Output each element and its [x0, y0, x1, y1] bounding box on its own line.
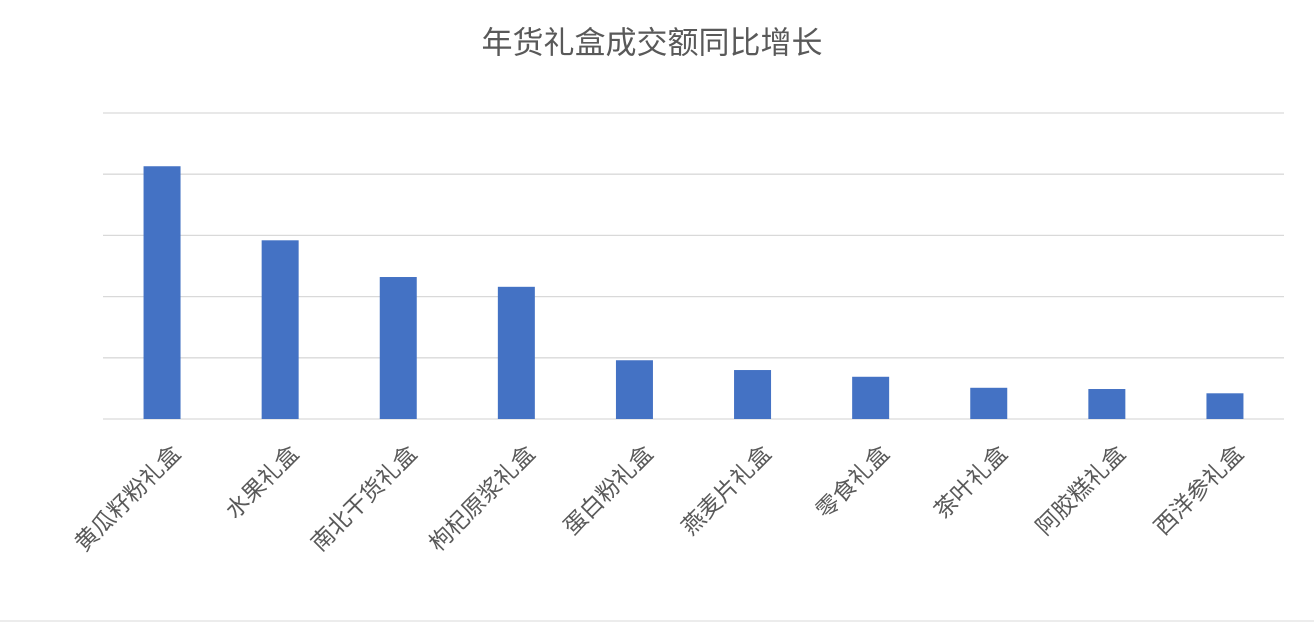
bar	[261, 240, 299, 419]
bar	[143, 166, 181, 419]
chart-title: 年货礼盒成交额同比增长	[482, 26, 823, 62]
bar	[1088, 389, 1126, 419]
bar	[615, 360, 653, 419]
bar	[1206, 393, 1244, 419]
bar	[497, 286, 535, 419]
bar	[852, 376, 890, 419]
bar	[734, 370, 772, 419]
bar	[970, 387, 1008, 419]
bar	[379, 277, 417, 419]
